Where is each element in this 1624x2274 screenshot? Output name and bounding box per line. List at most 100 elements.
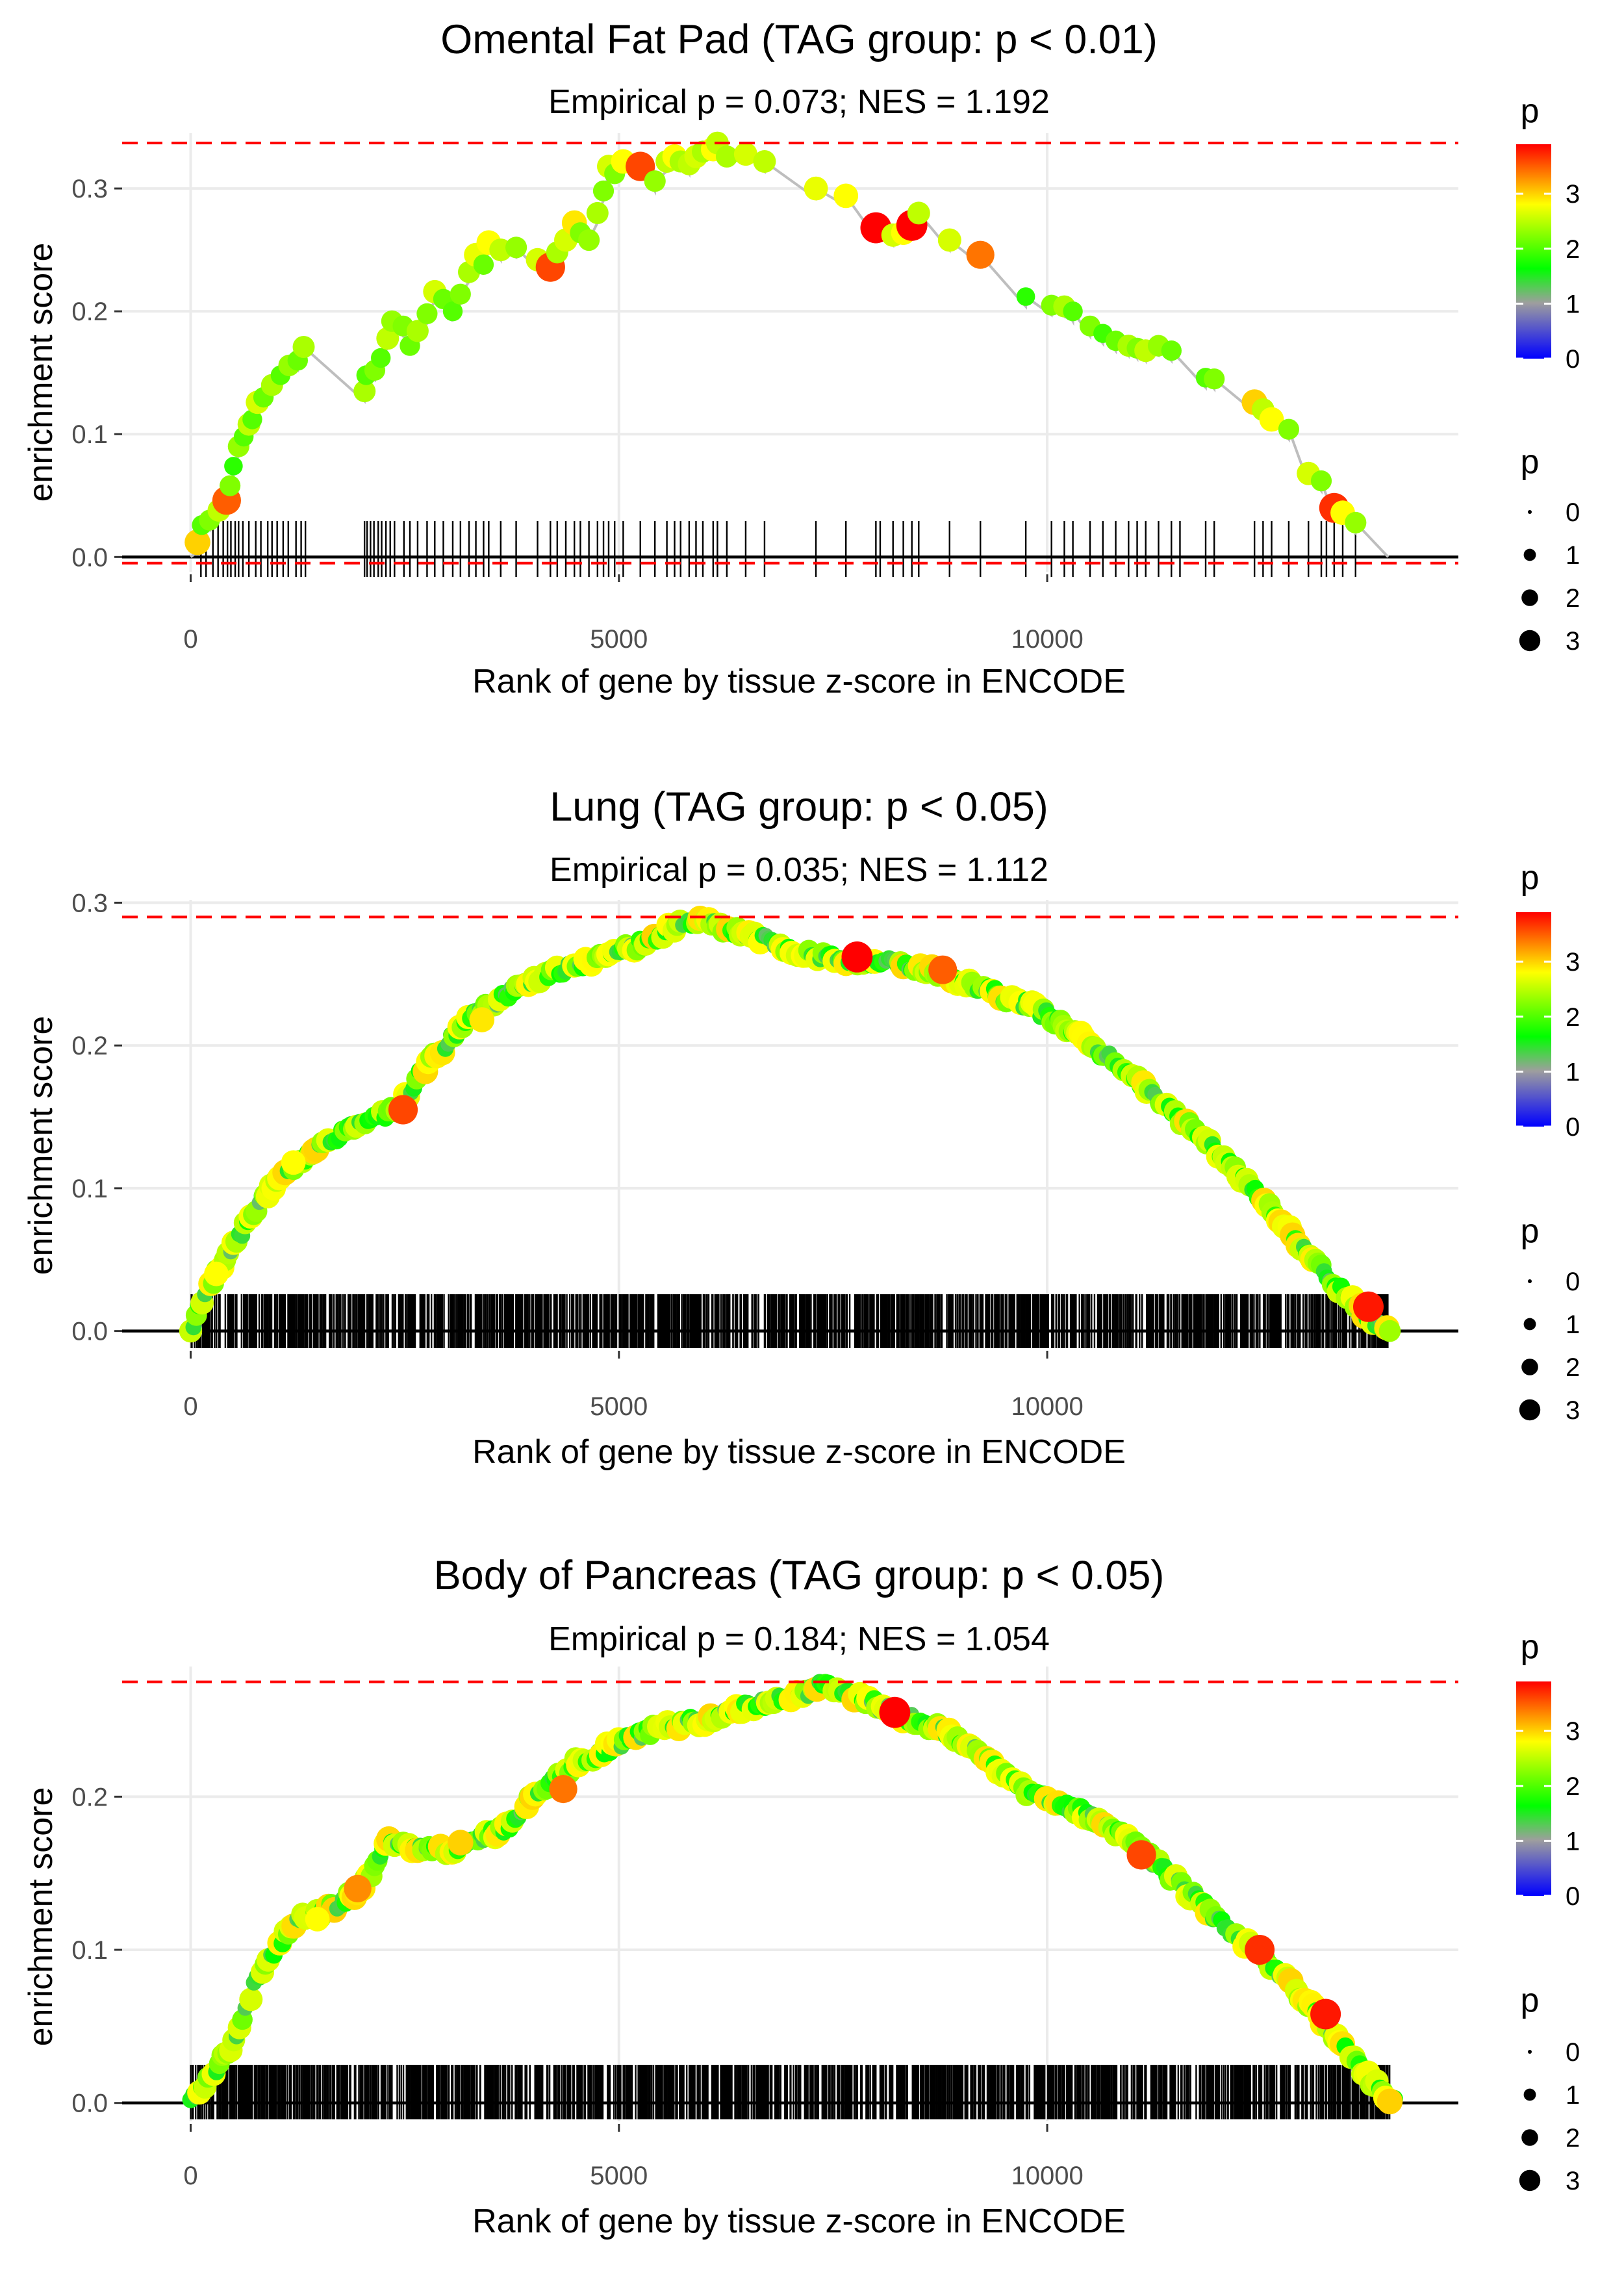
panel-1-gene-point xyxy=(1278,418,1299,440)
panel-1-x-tick-label: 10000 xyxy=(1011,625,1083,654)
panel-3-size-legend-label: 0 xyxy=(1566,2038,1580,2067)
panel-1-gene-point xyxy=(1310,470,1332,492)
panel-1-gene-point xyxy=(592,180,615,201)
panel-2-x-tick-label: 0 xyxy=(183,1392,197,1421)
panel-1-rug xyxy=(200,521,1356,577)
panel-3-x-tick-label: 5000 xyxy=(590,2162,648,2190)
panel-1-size-legend: p 0 1 2 3 xyxy=(1519,443,1580,656)
panel-1-gene-point xyxy=(292,336,315,358)
panel-1-gene-point xyxy=(406,320,429,342)
panel-3-size-legend: p 0 1 2 3 xyxy=(1519,1982,1580,2195)
panel-1-gene-point xyxy=(242,409,262,429)
panel-2-colorbar xyxy=(1516,912,1551,1127)
panel-3-y-tick-label: 0.2 xyxy=(71,1783,108,1811)
panel-3-highlight-point xyxy=(1310,1999,1341,2030)
panel-1-title: Omental Fat Pad (TAG group: p < 0.01) xyxy=(440,17,1158,62)
panel-1-gene-point xyxy=(376,327,400,350)
panel-3: Body of Pancreas (TAG group: p < 0.05) E… xyxy=(22,1553,1580,2240)
panel-3-y-tick-label: 0.1 xyxy=(71,1936,108,1965)
panel-1-color-legend: p 0 1 2 3 xyxy=(1516,92,1580,374)
panel-1-colorbar xyxy=(1516,144,1551,359)
panel-2-size-legend-label: 0 xyxy=(1566,1268,1580,1296)
panel-1-gene-point xyxy=(442,301,463,322)
panel-1-gene-point xyxy=(450,283,471,305)
panel-1-size-legend-label: 0 xyxy=(1566,498,1580,527)
panel-1-gene-point xyxy=(1063,301,1083,322)
panel-1-y-ticks: 0.0 0.1 0.2 0.3 xyxy=(71,175,122,572)
panel-1-size-legend-title: p xyxy=(1521,443,1540,481)
panel-1-size-legend-dot xyxy=(1519,630,1541,652)
panel-1-gene-point xyxy=(578,229,600,251)
panel-1-y-tick-label: 0.3 xyxy=(71,175,108,203)
panel-1-running-sum-line xyxy=(190,142,1389,558)
panel-2-highlight-point xyxy=(204,1261,229,1286)
panel-3-highlight-point xyxy=(1126,1840,1156,1870)
panel-3-x-axis-title: Rank of gene by tissue z-score in ENCODE xyxy=(472,2203,1126,2240)
panel-2-x-ticks: 0 5000 10000 xyxy=(183,1351,1084,1421)
panel-1-gene-point xyxy=(1204,368,1225,390)
panel-2-size-legend-dot xyxy=(1528,1279,1532,1283)
panel-1-gene-point xyxy=(505,236,527,259)
panel-3-gene-point xyxy=(239,1987,263,2012)
panel-1-gene-point xyxy=(733,142,757,166)
panel-2-colorbar-label: 0 xyxy=(1566,1113,1580,1142)
panel-1-x-tick-label: 5000 xyxy=(590,625,648,654)
panel-2-y-tick-label: 0.0 xyxy=(71,1318,108,1346)
panel-3-highlight-point xyxy=(448,1830,474,1856)
panel-2: Lung (TAG group: p < 0.05) Empirical p =… xyxy=(22,784,1580,1471)
panel-1-size-legend-label: 1 xyxy=(1566,541,1580,570)
panel-2-rug xyxy=(190,1294,1389,1348)
panel-2-highlight-point xyxy=(928,955,958,984)
panel-2-colorbar-label: 1 xyxy=(1566,1058,1580,1086)
panel-2-y-tick-label: 0.1 xyxy=(71,1175,108,1203)
panel-2-subtitle: Empirical p = 0.035; NES = 1.112 xyxy=(550,851,1048,889)
panel-3-size-legend-label: 3 xyxy=(1566,2167,1580,2195)
panel-2-size-legend-dot xyxy=(1523,1318,1536,1331)
panel-2-highlight-point xyxy=(469,1007,495,1032)
panel-2-highlight-point xyxy=(281,1150,306,1175)
panel-3-colorbar xyxy=(1516,1681,1551,1896)
panel-1-y-axis-title: enrichment score xyxy=(22,243,60,502)
panel-2-size-legend-dot xyxy=(1519,1399,1541,1421)
panel-3-size-legend-dot xyxy=(1521,2129,1538,2146)
panel-3-size-legend-label: 1 xyxy=(1566,2081,1580,2110)
panel-3-size-legend-dot xyxy=(1528,2050,1532,2054)
panel-1-gene-point xyxy=(1016,287,1035,306)
panel-1-colorbar-label: 2 xyxy=(1566,235,1580,264)
panel-3-colorbar-label: 2 xyxy=(1566,1772,1580,1801)
panel-1-enrichment-path xyxy=(190,142,1389,558)
panel-3-gridlines xyxy=(122,1667,1458,2121)
panel-3-y-ticks: 0.0 0.1 0.2 xyxy=(71,1783,122,2118)
panel-1-gene-point xyxy=(1345,511,1367,534)
panel-1-x-ticks: 0 5000 10000 xyxy=(183,574,1084,654)
panel-3-x-tick-label: 10000 xyxy=(1011,2162,1083,2190)
panel-2-colorbar-label: 3 xyxy=(1566,948,1580,977)
panel-2-y-ticks: 0.0 0.1 0.2 0.3 xyxy=(71,889,122,1346)
panel-3-colorbar-label: 1 xyxy=(1566,1827,1580,1856)
panel-1-gene-point xyxy=(371,348,391,368)
panel-3-colorbar-label: 0 xyxy=(1566,1882,1580,1911)
panel-2-size-legend-label: 2 xyxy=(1566,1353,1580,1382)
panel-3-color-legend-title: p xyxy=(1521,1628,1540,1666)
panel-1-size-legend-dot xyxy=(1528,510,1532,514)
panel-1-gene-point xyxy=(753,150,776,173)
panel-1-gene-point xyxy=(907,201,930,225)
panel-3-highlight-point xyxy=(1245,1935,1275,1965)
panel-1-gene-point xyxy=(220,475,241,496)
panel-1-gene-point xyxy=(473,254,494,275)
panel-2-size-legend-dot xyxy=(1521,1359,1538,1375)
panel-1-gene-point xyxy=(715,145,738,168)
panel-1-gene-point xyxy=(184,529,210,556)
panel-1-x-tick-label: 0 xyxy=(183,625,197,654)
panel-1-gene-point xyxy=(966,240,995,269)
panel-3-y-axis-title: enrichment score xyxy=(22,1787,60,2047)
panel-1-points xyxy=(184,131,1367,556)
panel-2-size-legend-label: 3 xyxy=(1566,1396,1580,1425)
panel-2-x-axis-title: Rank of gene by tissue z-score in ENCODE xyxy=(472,1433,1126,1471)
panel-1-color-legend-title: p xyxy=(1521,92,1540,130)
panel-3-rug xyxy=(190,2065,1391,2119)
panel-3-highlight-point xyxy=(549,1775,577,1804)
panel-1-gene-point xyxy=(1161,340,1182,361)
panel-3-colorbar-label: 3 xyxy=(1566,1717,1580,1746)
